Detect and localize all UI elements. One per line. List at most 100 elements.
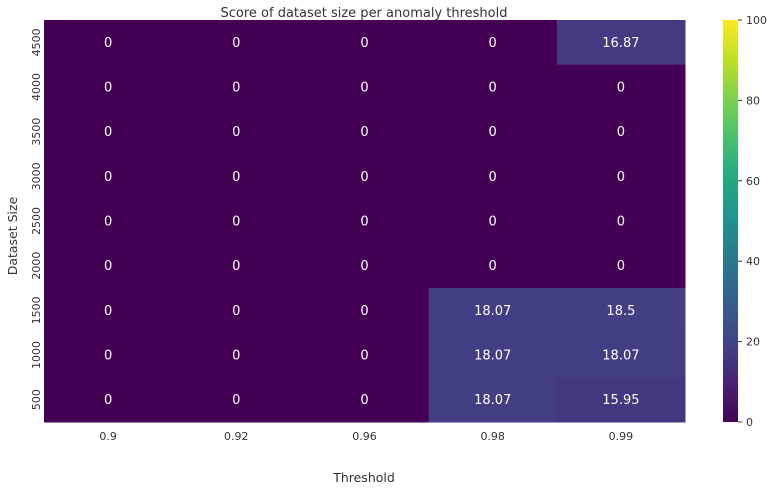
y-tick-label: 3500 xyxy=(30,118,43,146)
cell-value-label: 0 xyxy=(360,125,368,140)
heatmap-cell xyxy=(428,109,558,155)
cell-value-label: 0 xyxy=(617,259,625,274)
heatmap-cell xyxy=(300,198,430,244)
heatmap-cell xyxy=(300,243,430,289)
heatmap-cell xyxy=(44,377,173,423)
heatmap-cells xyxy=(44,20,686,423)
y-axis-label: Dataset Size xyxy=(5,196,20,275)
heatmap-cell xyxy=(300,64,430,110)
chart-title: Score of dataset size per anomaly thresh… xyxy=(220,6,507,21)
heatmap-cell xyxy=(44,64,173,110)
y-tick-label: 2500 xyxy=(30,207,43,235)
cell-value-label: 0 xyxy=(489,81,497,96)
heatmap-cell xyxy=(172,243,301,289)
heatmap-cell xyxy=(556,154,686,200)
colorbar-ticks: 0 20 40 60 80 100 xyxy=(738,14,767,429)
heatmap-cell xyxy=(428,243,558,289)
x-tick-label: 0.9 xyxy=(99,430,117,443)
heatmap-cell xyxy=(172,109,301,155)
heatmap-cell xyxy=(556,109,686,155)
heatmap-cell xyxy=(556,377,686,423)
y-tick-label: 3000 xyxy=(30,162,43,190)
colorbar xyxy=(723,20,738,422)
y-tick-label: 500 xyxy=(30,389,43,410)
heatmap-cell xyxy=(428,154,558,200)
heatmap-cell xyxy=(300,109,430,155)
y-tick-label: 1500 xyxy=(30,296,43,324)
heatmap-cell xyxy=(300,154,430,200)
cell-value-label: 18.5 xyxy=(606,304,635,319)
y-tick-label: 4500 xyxy=(30,28,43,56)
heatmap-cell xyxy=(300,288,430,334)
cell-value-label: 0 xyxy=(104,259,112,274)
heatmap-cell xyxy=(44,154,173,200)
heatmap-cell xyxy=(428,332,558,378)
cell-value-label: 0 xyxy=(617,215,625,230)
heatmap-cell xyxy=(44,288,173,334)
cell-value-label: 0 xyxy=(232,36,240,51)
heatmap-cell xyxy=(300,377,430,423)
heatmap-cell xyxy=(556,64,686,110)
heatmap-cell xyxy=(44,109,173,155)
cell-value-label: 0 xyxy=(360,81,368,96)
cell-value-label: 0 xyxy=(232,259,240,274)
heatmap-cell xyxy=(172,198,301,244)
colorbar-tick-label: 0 xyxy=(746,416,753,429)
x-tick-label: 0.92 xyxy=(224,430,249,443)
cell-value-label: 0 xyxy=(489,36,497,51)
heatmap-cell xyxy=(556,198,686,244)
heatmap-cell xyxy=(428,377,558,423)
heatmap-cell xyxy=(44,198,173,244)
cell-value-label: 0 xyxy=(489,125,497,140)
x-tick-label: 0.96 xyxy=(352,430,377,443)
heatmap-cell xyxy=(172,288,301,334)
x-axis-ticks: 0.9 0.92 0.96 0.98 0.99 xyxy=(99,430,633,443)
cell-value-label: 18.07 xyxy=(602,349,639,364)
cell-value-label: 0 xyxy=(104,36,112,51)
heatmap-cell xyxy=(172,377,301,423)
heatmap-cell xyxy=(172,64,301,110)
y-axis-ticks: 4500 4000 3500 3000 2500 2000 1500 1000 500 xyxy=(30,28,43,410)
heatmap-cell xyxy=(172,154,301,200)
heatmap-cell xyxy=(172,20,301,66)
heatmap-cell xyxy=(428,20,558,66)
heatmap-cell xyxy=(428,64,558,110)
x-tick-label: 0.98 xyxy=(480,430,505,443)
cell-value-label: 18.07 xyxy=(474,393,511,408)
cell-value-label: 0 xyxy=(232,349,240,364)
colorbar-tick-label: 40 xyxy=(746,255,760,268)
colorbar-tick-label: 60 xyxy=(746,175,760,188)
y-tick-label: 1000 xyxy=(30,341,43,369)
x-axis-label: Threshold xyxy=(332,470,395,485)
heatmap-cell xyxy=(44,20,173,66)
cell-value-label: 0 xyxy=(489,170,497,185)
heatmap-cell xyxy=(44,243,173,289)
cell-value-label: 15.95 xyxy=(602,393,639,408)
cell-value-label: 0 xyxy=(104,349,112,364)
cell-value-label: 0 xyxy=(232,304,240,319)
heatmap-cell xyxy=(428,288,558,334)
cell-value-label: 0 xyxy=(360,393,368,408)
cell-value-label: 0 xyxy=(232,215,240,230)
cell-value-label: 0 xyxy=(104,393,112,408)
heatmap-cell xyxy=(300,20,430,66)
cell-value-label: 0 xyxy=(232,393,240,408)
cell-value-label: 0 xyxy=(360,170,368,185)
cell-value-label: 0 xyxy=(360,215,368,230)
colorbar-tick-label: 80 xyxy=(746,94,760,107)
cell-value-label: 0 xyxy=(360,349,368,364)
cell-value-label: 0 xyxy=(232,170,240,185)
cell-value-label: 0 xyxy=(232,81,240,96)
cell-value-label: 18.07 xyxy=(474,304,511,319)
heatmap-annotations: 0 0 0 0 16.87 0 0 0 0 0 0 0 0 0 0 0 0 0 0 0 0 0 0 0 0 0 0 0 0 0 0 0 0 18.… xyxy=(104,36,640,408)
heatmap-cell xyxy=(556,20,686,66)
cell-value-label: 0 xyxy=(617,170,625,185)
cell-value-label: 0 xyxy=(104,304,112,319)
cell-value-label: 0 xyxy=(617,125,625,140)
cell-value-label: 0 xyxy=(104,215,112,230)
heatmap-cell xyxy=(300,332,430,378)
cell-value-label: 0 xyxy=(360,36,368,51)
heatmap-cell xyxy=(556,288,686,334)
heatmap-cell xyxy=(428,198,558,244)
